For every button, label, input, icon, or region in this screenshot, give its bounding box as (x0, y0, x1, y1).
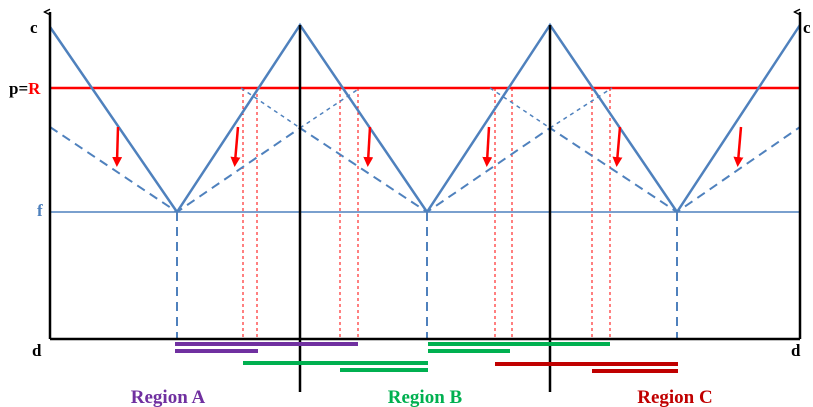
down-arrow-icon (482, 126, 493, 167)
label-d-right: d (791, 341, 801, 360)
region-a-label: Region A (131, 387, 206, 407)
down-arrow-icon (112, 126, 123, 167)
label-p-eq: p= (9, 79, 28, 98)
vertical-drops (176, 212, 678, 339)
down-arrow-icon (363, 126, 374, 167)
region-b-bars (243, 342, 610, 372)
label-d-left: d (32, 341, 42, 360)
region-a-bars (175, 342, 358, 353)
region-c-label: Region C (637, 387, 712, 407)
label-r: R (28, 79, 41, 98)
down-arrow-icon (612, 126, 623, 167)
label-p-eq-r: p=R (9, 79, 41, 98)
down-arrow-icon (230, 126, 241, 167)
shift-arrows (112, 126, 744, 167)
solid-curve (48, 22, 802, 215)
dashed-curve (49, 126, 801, 214)
down-arrow-icon (733, 126, 744, 167)
label-f: f (37, 201, 43, 220)
region-b-label: Region B (388, 387, 463, 407)
region-c-bars (495, 362, 678, 373)
label-c-left: c (30, 18, 38, 37)
label-c-right: c (803, 18, 811, 37)
dashed-arm-extensions (240, 87, 613, 129)
